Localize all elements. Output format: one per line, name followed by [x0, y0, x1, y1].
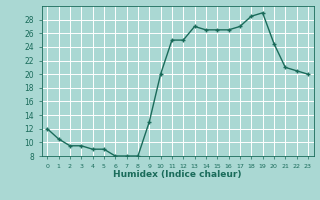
X-axis label: Humidex (Indice chaleur): Humidex (Indice chaleur): [113, 170, 242, 179]
